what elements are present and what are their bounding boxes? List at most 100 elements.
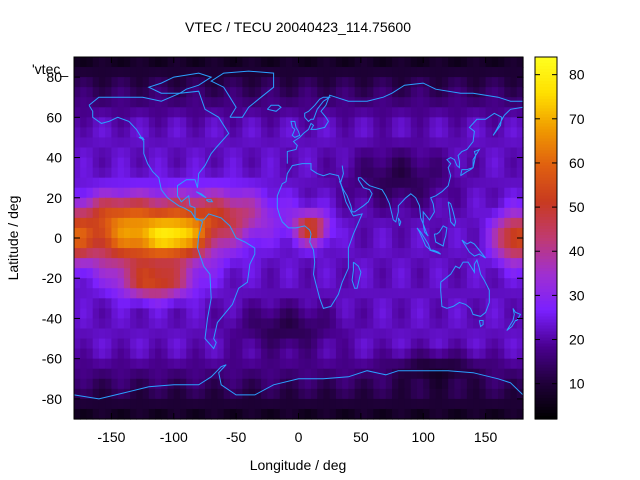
heatmap-cell: [261, 57, 268, 68]
heatmap-cell: [229, 388, 237, 400]
heatmap-cell: [298, 77, 306, 88]
heatmap-cell: [86, 268, 94, 279]
heatmap-cell: [273, 288, 281, 299]
heatmap-cell: [292, 77, 300, 88]
heatmap-cell: [92, 378, 100, 390]
heatmap-cell: [192, 197, 200, 209]
heatmap-cell: [373, 207, 381, 219]
heatmap-cell: [148, 97, 156, 108]
heatmap-cell: [292, 207, 300, 219]
heatmap-cell: [217, 388, 225, 400]
heatmap-cell: [429, 127, 437, 139]
heatmap-cell: [504, 197, 512, 209]
heatmap-cell: [504, 348, 512, 360]
heatmap-cell: [130, 207, 137, 219]
heatmap-cell: [155, 177, 162, 189]
heatmap-cell: [142, 408, 150, 420]
heatmap-cell: [329, 157, 337, 169]
heatmap-cell: [242, 227, 250, 239]
heatmap-cell: [254, 187, 262, 199]
heatmap-cell: [298, 248, 306, 259]
heatmap-cell: [298, 57, 306, 68]
heatmap-cell: [404, 57, 412, 68]
heatmap-cell: [448, 318, 456, 330]
heatmap-cell: [261, 338, 268, 350]
heatmap-cell: [392, 368, 399, 380]
heatmap-cell: [173, 268, 181, 279]
heatmap-cell: [317, 217, 325, 229]
heatmap-cell: [279, 298, 287, 309]
heatmap-cell: [367, 87, 374, 98]
heatmap-cell: [136, 227, 144, 239]
heatmap-cell: [192, 318, 200, 330]
heatmap-cell: [261, 117, 268, 128]
heatmap-cell: [267, 227, 275, 239]
colorbar-segment: [535, 201, 557, 206]
heatmap-cell: [223, 278, 231, 289]
x-tick-label: -150: [97, 429, 125, 445]
heatmap-cell: [304, 157, 312, 169]
heatmap-cell: [223, 207, 231, 219]
heatmap-cell: [504, 167, 512, 179]
heatmap-cell: [429, 278, 437, 289]
heatmap-cell: [392, 408, 399, 420]
heatmap-cell: [410, 378, 418, 390]
heatmap-cell: [335, 167, 343, 179]
heatmap-cell: [254, 137, 262, 149]
heatmap-cell: [286, 398, 293, 410]
heatmap-cell: [136, 278, 144, 289]
heatmap-cell: [435, 147, 443, 159]
heatmap-cell: [286, 117, 293, 128]
heatmap-cell: [392, 258, 399, 269]
heatmap-cell: [410, 248, 418, 259]
heatmap-cell: [111, 197, 119, 209]
heatmap-cell: [92, 268, 100, 279]
heatmap-cell: [242, 157, 250, 169]
heatmap-cell: [261, 167, 268, 179]
heatmap-cell: [74, 157, 81, 169]
heatmap-cell: [242, 348, 250, 360]
heatmap-cell: [329, 217, 337, 229]
heatmap-cell: [516, 348, 524, 360]
heatmap-cell: [466, 207, 474, 219]
heatmap-cell: [180, 187, 187, 199]
heatmap-cell: [148, 107, 156, 118]
heatmap-cell: [204, 338, 212, 350]
heatmap-cell: [242, 328, 250, 340]
heatmap-cell: [173, 388, 181, 400]
heatmap-cell: [335, 217, 343, 229]
colorbar-segment: [535, 171, 557, 176]
heatmap-cell: [498, 308, 505, 320]
heatmap-cell: [335, 117, 343, 128]
heatmap-cell: [448, 127, 456, 139]
heatmap-cell: [348, 97, 356, 108]
heatmap-cell: [373, 117, 381, 128]
heatmap-cell: [142, 217, 150, 229]
heatmap-cell: [429, 288, 437, 299]
heatmap-cell: [254, 328, 262, 340]
colorbar-segment: [535, 135, 557, 140]
heatmap-cell: [86, 348, 94, 360]
heatmap-cell: [130, 408, 137, 420]
heatmap-cell: [416, 187, 424, 199]
heatmap-cell: [236, 238, 243, 249]
heatmap-cell: [385, 268, 393, 279]
heatmap-cell: [329, 207, 337, 219]
heatmap-cell: [161, 217, 169, 229]
heatmap-cell: [80, 157, 88, 169]
heatmap-cell: [367, 207, 374, 219]
heatmap-cell: [392, 288, 399, 299]
heatmap-cell: [105, 57, 113, 68]
heatmap-cell: [80, 328, 88, 340]
heatmap-cell: [229, 338, 237, 350]
heatmap-cell: [254, 97, 262, 108]
heatmap-cell: [286, 348, 293, 360]
heatmap-cell: [223, 177, 231, 189]
colorbar-segment: [535, 325, 557, 330]
heatmap-cell: [329, 227, 337, 239]
heatmap-cell: [298, 137, 306, 149]
heatmap-cell: [98, 298, 106, 309]
heatmap-cell: [429, 217, 437, 229]
heatmap-cell: [410, 398, 418, 410]
heatmap-cell: [342, 127, 349, 139]
